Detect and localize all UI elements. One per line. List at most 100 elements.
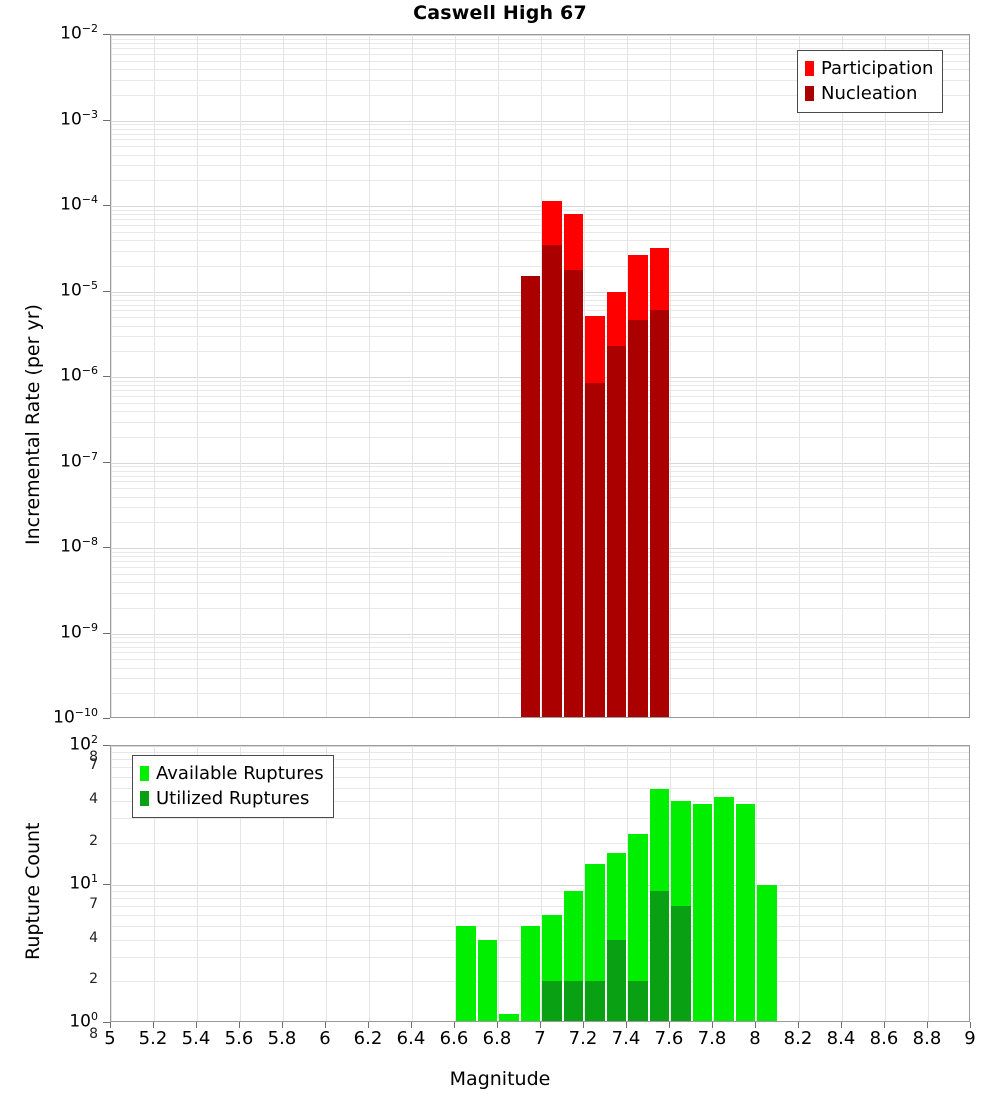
gridline-horizontal bbox=[111, 776, 969, 778]
bar-segment-available-ruptures bbox=[456, 926, 476, 1021]
gridline-horizontal bbox=[111, 124, 969, 126]
bar-bottom-chart bbox=[542, 746, 562, 1021]
legend-item-utilized-ruptures: Utilized Ruptures bbox=[140, 786, 324, 811]
bar-segment-utilized-ruptures bbox=[606, 939, 626, 1021]
gridline-horizontal bbox=[111, 69, 969, 71]
bar-segment-available-ruptures bbox=[628, 834, 648, 1021]
gridline-horizontal bbox=[111, 94, 969, 96]
gridline-vertical bbox=[928, 746, 929, 1021]
x-tick-label: 7.8 bbox=[697, 1028, 727, 1049]
gridline-horizontal bbox=[111, 231, 969, 233]
gridline-vertical bbox=[627, 35, 628, 717]
gridline-horizontal bbox=[111, 897, 969, 899]
gridline-horizontal bbox=[111, 556, 969, 558]
y-tick-label-top: 10−4 bbox=[60, 193, 98, 215]
page-title: Caswell High 67 bbox=[413, 2, 587, 24]
y-minor-tick-label-bottom: 7 bbox=[89, 757, 98, 774]
gridline-horizontal bbox=[111, 310, 969, 312]
top-plot-area bbox=[111, 35, 969, 717]
gridline-horizontal bbox=[111, 377, 969, 378]
gridline-vertical bbox=[670, 746, 671, 1021]
gridline-vertical bbox=[369, 35, 370, 717]
gridline-horizontal bbox=[111, 120, 969, 122]
y-tick-label-top: 10−2 bbox=[60, 22, 98, 44]
gridline-horizontal bbox=[111, 402, 969, 404]
bar-bottom-chart bbox=[520, 746, 540, 1021]
bar-segment-available-ruptures bbox=[692, 804, 712, 1021]
gridline-horizontal bbox=[111, 842, 969, 844]
y-tick-mark-bottom bbox=[103, 1022, 110, 1023]
gridline-horizontal bbox=[111, 411, 969, 413]
bar-bottom-chart bbox=[585, 746, 605, 1021]
gridline-horizontal bbox=[111, 652, 969, 654]
gridline-horizontal bbox=[111, 915, 969, 917]
x-tick-mark bbox=[540, 1022, 541, 1028]
y-tick-mark-top bbox=[103, 461, 110, 463]
gridline-vertical bbox=[627, 746, 628, 1021]
gridline-horizontal bbox=[111, 767, 969, 769]
x-tick-mark bbox=[153, 1022, 154, 1028]
legend-item-nucleation: Nucleation bbox=[805, 81, 933, 106]
bar-bottom-chart bbox=[456, 746, 476, 1021]
gridline-vertical bbox=[412, 746, 413, 1021]
gridline-horizontal bbox=[111, 667, 969, 669]
x-tick-mark bbox=[196, 1022, 197, 1028]
gridline-vertical bbox=[326, 746, 327, 1021]
bar-segment-nucleation bbox=[563, 269, 583, 717]
bar-segment-available-ruptures bbox=[477, 939, 497, 1021]
gridline-vertical bbox=[885, 746, 886, 1021]
gridline-horizontal bbox=[111, 641, 969, 643]
gridline-horizontal bbox=[111, 304, 969, 306]
bar-bottom-chart bbox=[606, 746, 626, 1021]
bar-segment-available-ruptures bbox=[714, 796, 734, 1021]
x-tick-label: 5.2 bbox=[138, 1028, 168, 1049]
x-tick-mark bbox=[884, 1022, 885, 1028]
gridline-horizontal bbox=[111, 752, 969, 754]
gridline-vertical bbox=[111, 746, 112, 1021]
gridline-horizontal bbox=[111, 462, 969, 464]
gridline-horizontal bbox=[111, 481, 969, 483]
y-tick-label-top: 10−8 bbox=[60, 535, 98, 557]
x-tick-label: 5 bbox=[104, 1028, 116, 1049]
bar-segment-available-ruptures bbox=[499, 1014, 519, 1021]
y-tick-label-top: 10−9 bbox=[60, 620, 98, 643]
gridline-horizontal bbox=[111, 385, 969, 387]
gridline-horizontal bbox=[111, 890, 969, 892]
y-minor-tick-label-bottom: 4 bbox=[89, 791, 98, 808]
bar-top-chart bbox=[606, 35, 626, 717]
gridline-horizontal bbox=[111, 659, 969, 661]
gridline-horizontal bbox=[111, 746, 969, 747]
x-tick-label: 7 bbox=[534, 1028, 546, 1049]
legend-item-available-ruptures: Available Ruptures bbox=[140, 761, 324, 786]
bar-segment-utilized-ruptures bbox=[649, 890, 669, 1021]
x-tick-label: 6.4 bbox=[396, 1028, 426, 1049]
bar-segment-nucleation bbox=[542, 244, 562, 717]
bar-bottom-chart bbox=[563, 746, 583, 1021]
y-tick-mark-top bbox=[103, 290, 110, 292]
legend-label-participation: Participation bbox=[821, 57, 934, 79]
x-tick-mark bbox=[927, 1022, 928, 1028]
gridline-horizontal bbox=[111, 209, 969, 211]
gridline-horizontal bbox=[111, 214, 969, 216]
gridline-horizontal bbox=[111, 470, 969, 472]
legend-item-participation: Participation bbox=[805, 56, 933, 81]
gridline-horizontal bbox=[111, 240, 969, 242]
x-tick-mark bbox=[798, 1022, 799, 1028]
bar-segment-nucleation bbox=[606, 346, 626, 717]
gridline-vertical bbox=[541, 746, 542, 1021]
gridline-vertical bbox=[584, 35, 585, 717]
x-tick-mark bbox=[841, 1022, 842, 1028]
gridline-horizontal bbox=[111, 180, 969, 182]
bar-top-chart bbox=[563, 35, 583, 717]
gridline-horizontal bbox=[111, 466, 969, 468]
gridline-horizontal bbox=[111, 566, 969, 568]
gridline-horizontal bbox=[111, 139, 969, 141]
legend-label-available-ruptures: Available Ruptures bbox=[156, 762, 324, 784]
y-tick-mark-top bbox=[103, 632, 110, 634]
gridline-vertical bbox=[326, 35, 327, 717]
top-chart-panel bbox=[110, 34, 970, 718]
gridline-horizontal bbox=[111, 561, 969, 563]
y-tick-label-bottom: 102 bbox=[69, 733, 98, 755]
x-tick-mark bbox=[282, 1022, 283, 1028]
